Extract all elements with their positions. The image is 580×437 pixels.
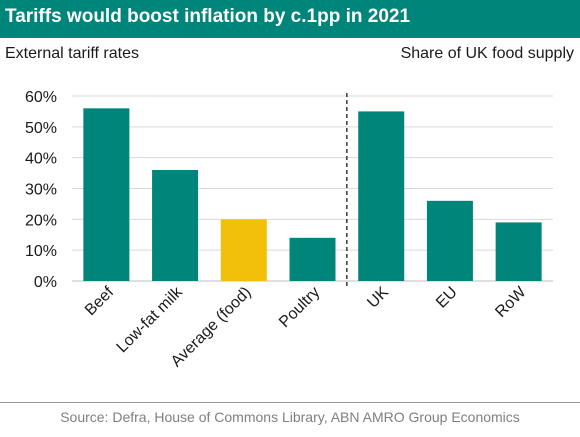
y-tick-label: 50% — [25, 120, 57, 137]
chart-title: Tariffs would boost inflation by c.1pp i… — [5, 6, 411, 27]
title-bar: Tariffs would boost inflation by c.1pp i… — [0, 0, 580, 38]
bar — [495, 222, 542, 281]
bar — [220, 219, 267, 281]
bar — [358, 111, 405, 282]
x-tick-label: EU — [433, 284, 461, 312]
subtitle-right: Share of UK food supply — [400, 45, 574, 62]
bar — [152, 170, 199, 281]
bar — [83, 108, 130, 281]
bar — [289, 237, 336, 281]
y-tick-label: 10% — [25, 243, 57, 260]
y-tick-label: 40% — [25, 151, 57, 168]
x-tick-label: Beef — [82, 283, 118, 319]
x-tick-label: RoW — [492, 283, 530, 321]
x-tick-label: UK — [364, 284, 392, 312]
x-tick-label: Low-fat milk — [114, 283, 187, 356]
y-tick-label: 0% — [34, 274, 57, 291]
footer-divider — [0, 402, 580, 403]
subtitle-left: External tariff rates — [5, 45, 139, 62]
y-tick-label: 20% — [25, 212, 57, 229]
y-tick-label: 60% — [25, 89, 57, 106]
x-tick-label: Poultry — [276, 284, 323, 331]
y-tick-label: 30% — [25, 182, 57, 199]
bar — [426, 200, 473, 281]
source-note: Source: Defra, House of Commons Library,… — [60, 409, 520, 425]
